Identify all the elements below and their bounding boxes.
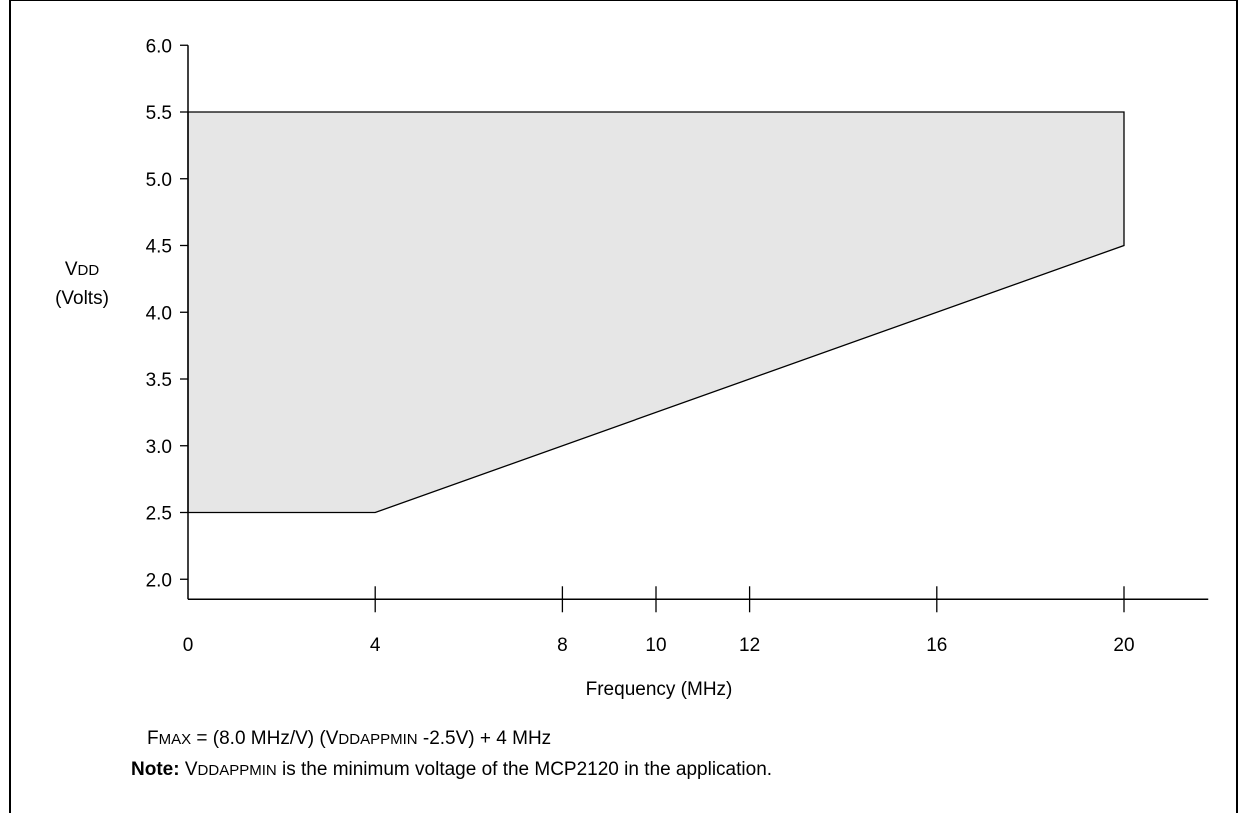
y-axis-label: VDD xyxy=(65,259,100,280)
note-text: Note: VDDAPPMIN is the minimum voltage o… xyxy=(131,759,772,780)
y-tick-label: 6.0 xyxy=(146,36,172,57)
x-tick-label: 8 xyxy=(557,635,568,656)
x-tick-label: 0 xyxy=(183,635,194,656)
y-tick-label: 2.5 xyxy=(146,504,172,525)
x-tick-label: 20 xyxy=(1113,635,1134,656)
x-tick-label: 16 xyxy=(926,635,947,656)
y-tick-label: 3.0 xyxy=(146,437,172,458)
operating-region xyxy=(187,111,1125,514)
y-tick-label: 3.5 xyxy=(146,370,172,391)
y-tick-label: 4.0 xyxy=(146,303,172,324)
y-tick-label: 5.0 xyxy=(146,170,172,191)
y-tick-label: 5.5 xyxy=(146,103,172,124)
y-tick-label: 2.0 xyxy=(146,570,172,591)
x-tick-label: 4 xyxy=(370,635,381,656)
plot-area: 2.0 2.5 3.0 3.5 4.0 4.5 5.0 5.5 6.0 0 4 8 10 12 16 20 xyxy=(146,36,1209,656)
y-axis-label-units: (Volts) xyxy=(55,288,109,309)
fmax-formula: FMAX = (8.0 MHz/V) (VDDAPPMIN -2.5V) + 4… xyxy=(147,728,551,749)
x-axis-label: Frequency (MHz) xyxy=(586,679,733,700)
figure-border xyxy=(9,0,1238,813)
x-tick-label: 10 xyxy=(645,635,666,656)
x-tick-label: 12 xyxy=(739,635,760,656)
y-tick-label: 4.5 xyxy=(146,237,172,258)
